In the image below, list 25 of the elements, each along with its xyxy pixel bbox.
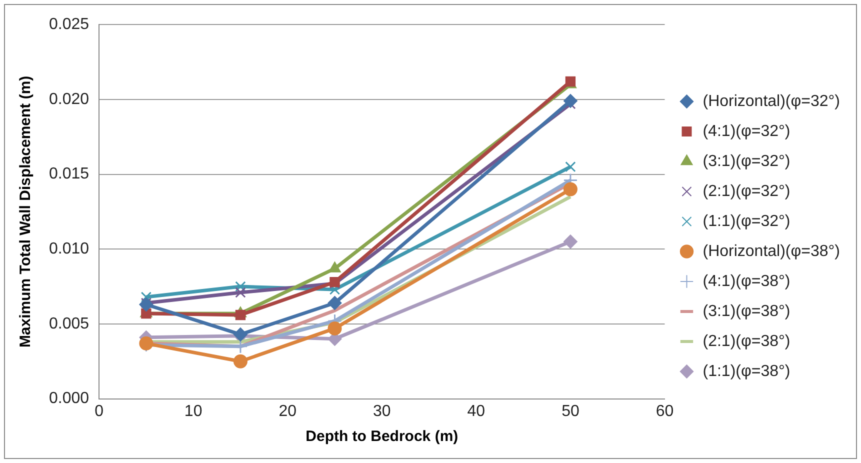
legend-label: (4:1)(φ=38°) [702, 272, 790, 290]
y-tick-label: 0.005 [48, 315, 90, 332]
legend-label: (2:1)(φ=38°) [702, 332, 790, 350]
x-tick-label: 30 [372, 402, 391, 420]
legend-label: (Horizontal)(φ=38°) [702, 242, 840, 260]
y-tick-label: 0.010 [48, 240, 90, 258]
legend-label: (1:1)(φ=32°) [702, 212, 790, 230]
x-tick-label: 40 [467, 402, 486, 420]
y-tick-label: 0.025 [48, 16, 90, 34]
y-tick-label: 0.020 [48, 90, 90, 108]
legend-label: (3:1)(φ=38°) [702, 302, 790, 320]
y-tick-label: 0.015 [48, 166, 90, 183]
legend-label: (3:1)(φ=32°) [702, 152, 790, 170]
x-tick-label: 20 [278, 402, 297, 420]
x-tick-label: 0 [94, 402, 104, 420]
legend-label: (2:1)(φ=32°) [702, 182, 790, 200]
x-tick-label: 50 [562, 402, 580, 420]
x-tick-label: 10 [184, 402, 202, 420]
legend-label: (Horizontal)(φ=32°) [702, 92, 840, 110]
y-axis-title: Maximum Total Wall Displacement (m) [17, 76, 34, 348]
x-tick-label: 60 [656, 402, 674, 420]
legend-label: (4:1)(φ=32°) [702, 122, 790, 140]
y-tick-label: 0.000 [48, 390, 90, 408]
legend-label: (1:1)(φ=38°) [702, 362, 790, 380]
x-axis-title: Depth to Bedrock (m) [306, 428, 458, 446]
